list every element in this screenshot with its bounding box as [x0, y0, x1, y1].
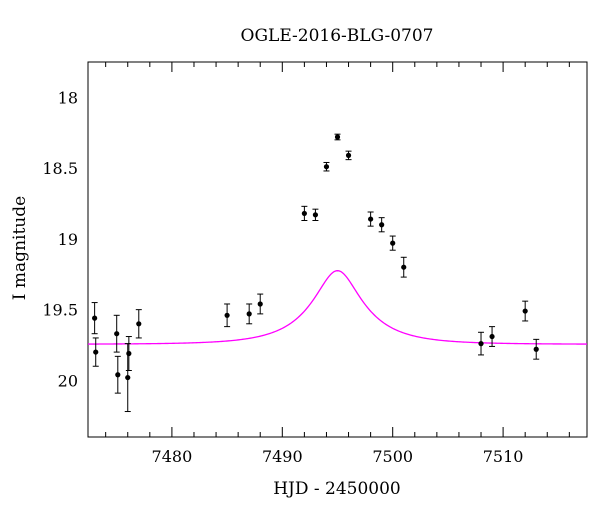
data-point [345, 150, 352, 161]
data-marker [126, 350, 132, 357]
y-tick-label: 20 [58, 371, 78, 390]
x-tick-label: 7480 [152, 447, 193, 466]
y-tick-label: 19 [58, 230, 78, 249]
y-axis-label: I magnitude [10, 196, 30, 300]
x-tick-label: 7500 [372, 447, 413, 466]
data-point [323, 161, 330, 172]
data-point [125, 336, 132, 371]
data-point [489, 326, 496, 347]
data-marker [136, 321, 142, 327]
data-point [334, 133, 341, 141]
data-marker [345, 152, 352, 158]
data-point [367, 211, 374, 227]
data-marker [115, 372, 121, 378]
data-point [135, 309, 142, 339]
data-point [257, 293, 264, 315]
data-marker [125, 374, 131, 381]
data-marker [257, 301, 263, 307]
data-point [522, 300, 529, 322]
data-point [400, 256, 407, 278]
data-marker [246, 311, 252, 317]
data-marker [301, 210, 307, 217]
data-marker [379, 222, 385, 228]
data-point [91, 302, 98, 335]
data-marker [93, 349, 99, 355]
plot-frame [87, 61, 588, 438]
data-point [378, 217, 385, 233]
data-point [246, 303, 253, 325]
x-tick-label: 7510 [483, 447, 524, 466]
data-point [113, 314, 120, 353]
data-marker [489, 333, 495, 340]
data-point [533, 338, 540, 360]
data-point [312, 208, 319, 221]
data-marker [401, 264, 407, 270]
data-point [92, 337, 99, 367]
data-marker [224, 312, 230, 318]
data-marker [323, 164, 330, 170]
x-axis-label: HJD - 2450000 [273, 479, 401, 499]
data-point [114, 355, 121, 394]
data-marker [390, 240, 396, 246]
data-point [389, 235, 396, 251]
data-point [478, 331, 485, 356]
y-tick-label: 18 [58, 88, 78, 107]
chart-title: OGLE-2016-BLG-0707 [241, 26, 434, 46]
data-point [301, 205, 308, 221]
data-marker [334, 134, 341, 140]
data-marker [368, 216, 374, 222]
y-tick-label: 18.5 [42, 159, 78, 178]
data-point [224, 303, 231, 328]
data-marker [533, 346, 539, 352]
data-marker [478, 341, 484, 347]
data-marker [522, 308, 528, 314]
data-marker [312, 212, 319, 218]
model-curve [88, 270, 587, 345]
data-marker [114, 331, 120, 337]
y-tick-label: 19.5 [42, 301, 78, 320]
data-marker [92, 315, 98, 321]
plot-area: 7480 7490 7500 7510 18 18.5 19 19.5 20 [42, 61, 588, 466]
x-tick-label: 7490 [262, 447, 303, 466]
